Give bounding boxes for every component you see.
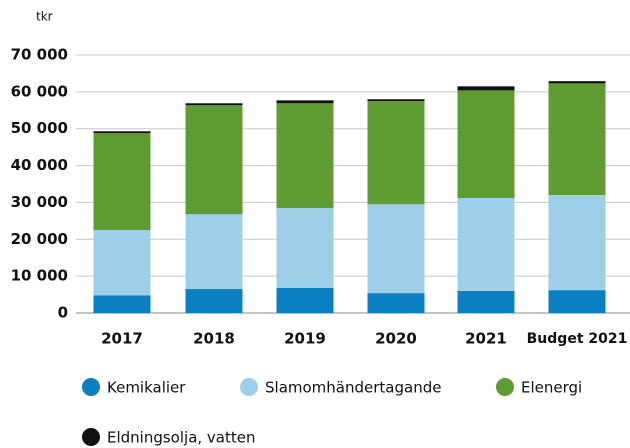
bar-segment <box>457 86 515 91</box>
bar-segment <box>93 230 151 296</box>
bar-segment <box>548 81 606 84</box>
bar-segment <box>548 83 606 196</box>
y-tick-label: 20 000 <box>11 230 68 248</box>
bar-segment <box>548 290 606 313</box>
bar-segment <box>367 204 425 294</box>
bar-segment <box>93 131 151 134</box>
legend-label: Slamomhändertagande <box>265 379 441 397</box>
bar-segment <box>548 195 606 291</box>
y-tick-label: 10 000 <box>11 267 68 285</box>
bar-segment <box>367 99 425 102</box>
legend-marker <box>82 378 100 396</box>
y-tick-label: 50 000 <box>11 119 68 137</box>
legend-label: Eldningsolja, vatten <box>107 429 256 447</box>
bar-segment <box>367 101 425 205</box>
bar-segment <box>276 287 334 313</box>
legend-marker <box>496 378 514 396</box>
bar-segment <box>185 289 243 313</box>
bar-segment <box>367 293 425 313</box>
x-tick-label: 2018 <box>193 330 235 348</box>
y-tick-label: 0 <box>58 304 68 322</box>
x-tick-label: 2020 <box>375 330 417 348</box>
bar-segment <box>457 290 515 313</box>
y-tick-label: 60 000 <box>11 82 68 100</box>
legend-marker <box>82 428 100 446</box>
bar-segment <box>93 295 151 313</box>
bar-segment <box>276 207 334 288</box>
bar-segment <box>185 105 243 215</box>
x-tick-label: 2021 <box>465 330 507 348</box>
bar-segment <box>276 100 334 104</box>
x-tick-label: 2017 <box>101 330 143 348</box>
x-tick-label: 2019 <box>284 330 326 348</box>
x-tick-label: Budget 2021 <box>527 331 628 347</box>
bar-segment <box>276 103 334 208</box>
legend-label: Elenergi <box>521 379 582 397</box>
bar-segment <box>457 90 515 199</box>
y-tick-label: 70 000 <box>11 46 68 64</box>
bar-segment <box>185 214 243 290</box>
y-axis-unit: tkr <box>36 10 53 24</box>
legend-marker <box>240 378 258 396</box>
y-tick-label: 30 000 <box>11 193 68 211</box>
bar-segment <box>185 103 243 106</box>
legend-label: Kemikalier <box>107 379 186 397</box>
bar-segment <box>457 198 515 291</box>
bar-segment <box>93 133 151 231</box>
y-tick-label: 40 000 <box>11 156 68 174</box>
